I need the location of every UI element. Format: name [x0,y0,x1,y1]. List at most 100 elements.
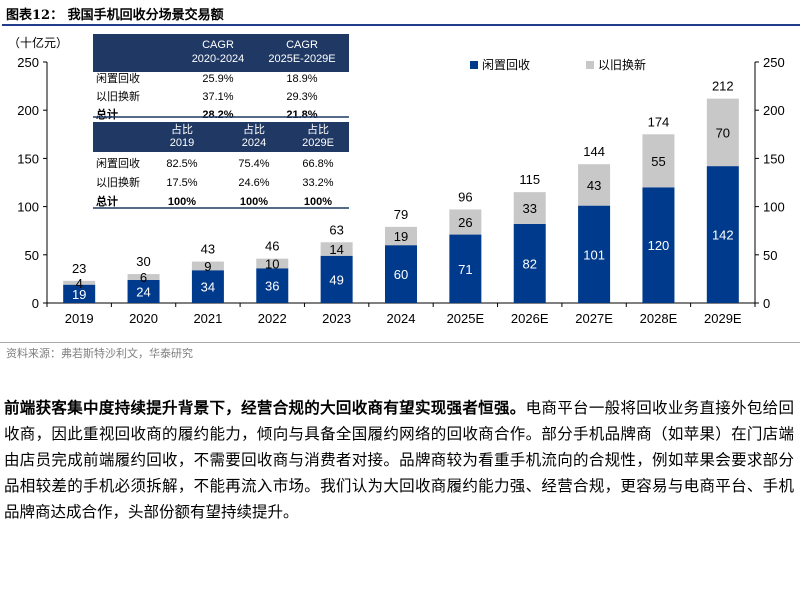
x-tick-label: 2022 [258,311,287,326]
y-tick-label-left: 100 [17,200,39,215]
data-label-trade-in: 6 [140,270,147,285]
x-tick-label: 2023 [322,311,351,326]
y-tick-label-right: 250 [763,55,785,70]
y-tick-label-right: 100 [763,200,785,215]
table-cell: 21.8% [286,109,317,121]
bar-idle-recycling [63,284,96,303]
bar-idle-recycling [127,279,160,303]
data-label-trade-in: 43 [587,178,601,193]
x-tick-label: 2020 [129,311,158,326]
bar-idle-recycling [706,166,739,303]
data-label-idle-recycling: 49 [329,272,343,287]
bar-idle-recycling [513,223,546,303]
legend-label: 以旧换新 [598,57,646,72]
data-label-trade-in: 55 [651,154,665,169]
y-tick-label-left: 0 [32,296,39,311]
bar-trade-in [642,134,675,188]
legend: 闲置回收 以旧换新 [470,57,646,72]
data-label-total: 46 [265,239,279,254]
bar-idle-recycling [578,205,611,303]
legend-swatch [470,61,478,69]
axes: 0 0 50 50 100 100 150 150 200 200 250 250 （十亿元） 2019 2… [8,35,785,326]
legend-label: 闲置回收 [482,58,530,72]
table-cell: 82.5% [166,158,197,170]
table-cell: 24.6% [238,177,269,189]
table-row-label: 以旧换新 [96,89,140,103]
data-label-trade-in: 10 [265,256,279,271]
table-cell: 66.8% [302,158,333,170]
source-divider [0,342,800,343]
y-tick-label-left: 200 [17,103,39,118]
x-tick-label: 2025E [447,311,485,326]
table-cell: 33.2% [302,177,333,189]
table-row-label: 闲置回收 [96,71,140,85]
unit-label: （十亿元） [8,35,68,50]
data-label-total: 79 [394,207,408,222]
table-header-cell: 占比 [243,122,265,136]
table-header-cell: CAGR [202,39,234,51]
table-cell: 100% [304,196,332,208]
bar-chart: 0 0 50 50 100 100 150 150 200 200 250 250 （十亿元） 2019 2… [8,34,785,326]
table-row-label: 总计 [96,194,118,208]
data-label-total: 96 [458,189,472,204]
x-tick-label: 2027E [575,311,613,326]
table-cell: 75.4% [238,158,269,170]
data-label-total: 115 [519,172,540,187]
legend-swatch [586,61,594,69]
title-divider [2,24,800,26]
data-label-idle-recycling: 82 [522,256,536,271]
y-tick-label-right: 150 [763,151,785,166]
x-tick-label: 2026E [511,311,549,326]
data-label-trade-in: 4 [76,276,83,291]
bar-trade-in [706,98,739,167]
data-label-total: 212 [712,79,734,94]
table-header-cell: 2024 [242,137,266,149]
y-tick-label-right: 50 [763,248,777,263]
data-label-idle-recycling: 60 [394,267,408,282]
table-cell: 28.2% [202,109,233,121]
table-cell: 100% [168,196,196,208]
table-cell: 17.5% [166,177,197,189]
data-label-total: 43 [201,242,215,257]
body-paragraph: 前端获客集中度持续提升背景下，经营合规的大回收商有望实现强者恒强。电商平台一般将… [4,395,794,525]
source-note: 资料来源：弗若斯特沙利文，华泰研究 [6,347,193,360]
bar-trade-in [385,226,417,246]
x-tick-label: 2028E [640,311,678,326]
table-cell: 37.1% [202,91,233,103]
x-tick-label: 2021 [193,311,222,326]
bar-trade-in [256,258,289,269]
table-header-cell: 2029E [302,137,334,149]
bar-trade-in [449,209,482,235]
data-label-idle-recycling: 120 [648,238,670,253]
bar-trade-in [320,242,353,256]
table-row-label: 闲置回收 [96,156,140,170]
table-header-cell: 2020-2024 [192,53,245,65]
table-header-cell: CAGR [286,39,318,51]
data-label-idle-recycling: 36 [265,279,279,294]
data-label-trade-in: 19 [394,229,408,244]
table-header-cell: 占比 [171,122,193,136]
bar-idle-recycling [385,245,417,303]
table-cell: 29.3% [286,91,317,103]
bar-trade-in [63,280,96,285]
paragraph-lead: 前端获客集中度持续提升背景下，经营合规的大回收商有望实现强者恒强。 [4,398,526,417]
data-label-total: 144 [583,144,605,159]
y-tick-label-right: 0 [763,296,770,311]
table-header-cell: 2025E-2029E [268,53,335,65]
data-label-trade-in: 33 [522,201,536,216]
table-cell: 18.9% [286,73,317,85]
bar-idle-recycling [449,234,482,303]
data-label-idle-recycling: 71 [458,262,472,277]
data-label-trade-in: 14 [329,242,343,257]
x-tick-label: 2019 [65,311,94,326]
data-label-trade-in: 70 [716,125,730,140]
data-label-total: 23 [72,261,86,276]
data-label-idle-recycling: 142 [712,228,734,243]
data-label-total: 30 [136,254,150,269]
data-label-trade-in: 26 [458,215,472,230]
paragraph-body: 电商平台一般将回收业务直接外包给回收商，因此重视回收商的履约能力，倾向与具备全国… [4,399,794,521]
table-cell: 100% [240,196,268,208]
table-header-cell: 占比 [307,122,329,136]
table-row-label: 以旧换新 [96,175,140,189]
bar-trade-in [513,192,546,224]
